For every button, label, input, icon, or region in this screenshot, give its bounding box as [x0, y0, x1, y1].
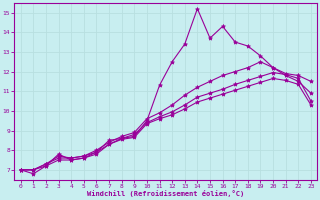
X-axis label: Windchill (Refroidissement éolien,°C): Windchill (Refroidissement éolien,°C): [87, 190, 244, 197]
